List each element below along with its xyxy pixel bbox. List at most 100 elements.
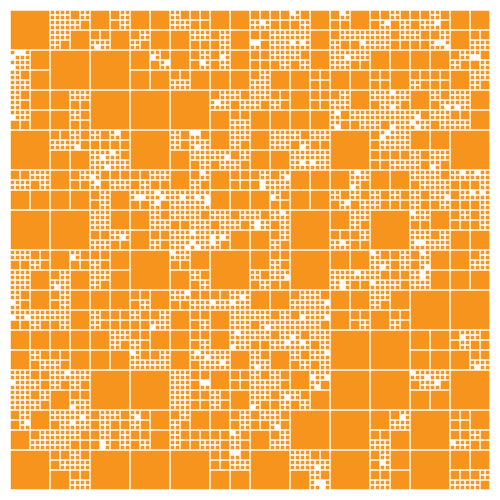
tile [125, 180, 130, 185]
tile [15, 180, 20, 185]
tile [480, 45, 485, 50]
tile [275, 55, 280, 60]
tile [390, 195, 395, 200]
tile [255, 100, 260, 105]
tile [140, 360, 145, 365]
tile [270, 135, 275, 140]
tile [170, 270, 190, 290]
tile [150, 330, 170, 350]
tile [80, 450, 90, 460]
tile [60, 360, 70, 370]
tile [385, 480, 390, 485]
tile [265, 410, 270, 415]
tile [160, 310, 165, 315]
tile [400, 260, 405, 265]
tile [270, 185, 275, 190]
tile [175, 145, 180, 150]
tile [300, 360, 305, 365]
tile [430, 90, 435, 95]
tile [370, 300, 375, 305]
tile [430, 30, 440, 40]
tile [220, 40, 225, 45]
tile [75, 465, 80, 470]
tile [295, 395, 300, 400]
tile [175, 235, 180, 240]
tile [345, 35, 350, 40]
tile [275, 40, 280, 45]
tile [240, 215, 245, 220]
tile [415, 375, 420, 380]
tile [170, 200, 175, 205]
tile [365, 235, 370, 240]
tile [185, 85, 190, 90]
tile [405, 125, 410, 130]
tile [455, 60, 460, 65]
tile [430, 40, 435, 45]
tile [250, 45, 255, 50]
tile [320, 355, 325, 360]
tile [245, 425, 250, 430]
tile [180, 415, 185, 420]
tile [365, 170, 370, 175]
tile [200, 160, 205, 165]
tile [280, 395, 285, 400]
tile [320, 165, 325, 170]
tile [435, 165, 440, 170]
tile [270, 100, 275, 105]
tile [300, 450, 305, 455]
tile [50, 250, 70, 270]
tile [290, 135, 295, 140]
tile [175, 395, 180, 400]
tile [25, 65, 30, 70]
tile [320, 80, 330, 90]
tile [300, 30, 305, 35]
tile [30, 360, 40, 370]
tile [190, 250, 210, 270]
tile [140, 35, 145, 40]
tile [235, 305, 240, 310]
tile [270, 400, 280, 410]
tile [55, 375, 60, 380]
tile [150, 290, 170, 310]
tile [175, 375, 180, 380]
tile [280, 90, 290, 100]
tile [135, 360, 140, 365]
tile [315, 315, 320, 320]
tile [380, 90, 385, 95]
tile [285, 50, 290, 55]
tile [40, 180, 45, 185]
tile [190, 300, 195, 305]
tile [295, 300, 300, 305]
tile [305, 45, 310, 50]
tile [120, 130, 130, 140]
tile [270, 250, 280, 260]
tile [15, 390, 20, 395]
tile [65, 310, 70, 315]
tile [150, 360, 155, 365]
tile [95, 185, 100, 190]
tile [95, 275, 100, 280]
tile [100, 410, 105, 415]
tile [310, 310, 315, 315]
tile [380, 270, 390, 280]
tile [210, 150, 215, 155]
tile [245, 130, 250, 135]
tile [440, 375, 445, 380]
tile [355, 30, 360, 35]
tile [200, 140, 205, 145]
tile [105, 155, 110, 160]
tile [485, 250, 490, 255]
tile [50, 415, 55, 420]
tile [410, 35, 415, 40]
tile [390, 165, 395, 170]
tile [75, 425, 80, 430]
tile [305, 150, 310, 155]
tile [130, 10, 150, 30]
tile [375, 445, 380, 450]
tile [480, 360, 485, 365]
tile [275, 380, 280, 385]
tile [370, 460, 380, 470]
tile [170, 50, 190, 70]
tile [280, 380, 290, 390]
tile [380, 40, 385, 45]
